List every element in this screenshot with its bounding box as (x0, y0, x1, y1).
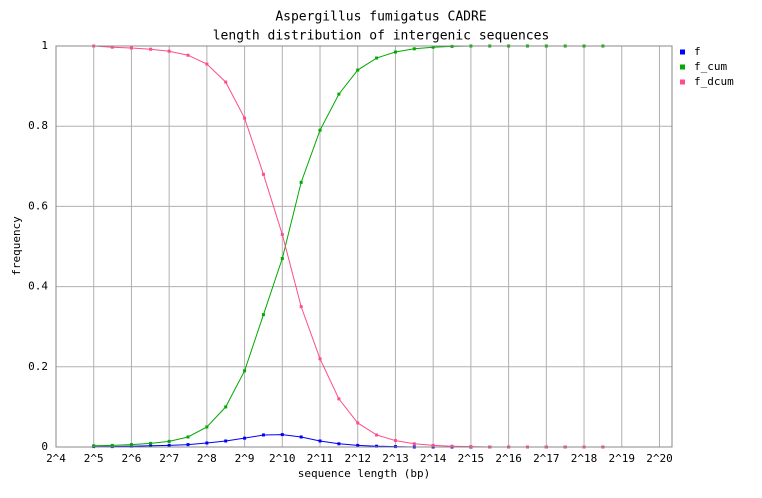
legend-marker (680, 49, 685, 55)
x-tick-label: 2^14 (420, 452, 447, 465)
data-point (356, 443, 360, 447)
data-point (299, 305, 303, 309)
data-point (261, 313, 265, 317)
x-tick-label: 2^11 (307, 452, 334, 465)
data-point (299, 180, 303, 184)
data-point (167, 49, 171, 53)
data-point (318, 439, 322, 443)
data-point (337, 442, 341, 446)
plot-frame (55, 45, 673, 448)
legend-marker (680, 79, 685, 85)
data-point (261, 433, 265, 437)
data-point (431, 45, 435, 49)
x-tick-label: 2^4 (46, 452, 66, 465)
data-point (149, 47, 153, 51)
data-point (205, 62, 209, 66)
x-tick-label: 2^20 (646, 452, 673, 465)
data-point (299, 435, 303, 439)
data-point (129, 444, 133, 448)
data-point (450, 444, 454, 448)
chart-title: Aspergillus fumigatus CADRE (275, 10, 486, 25)
data-point (110, 45, 114, 49)
data-point (186, 443, 190, 447)
x-tick-label: 2^16 (495, 452, 522, 465)
x-tick-label: 2^7 (159, 452, 179, 465)
data-point (224, 439, 228, 443)
data-point (92, 444, 96, 448)
data-point (375, 56, 379, 60)
data-point (393, 439, 397, 443)
data-point (186, 435, 190, 439)
data-point (186, 53, 190, 57)
x-tick-label: 2^13 (382, 452, 409, 465)
chart-subtitle: length distribution of intergenic sequen… (213, 29, 550, 44)
data-point (149, 444, 153, 448)
data-point (280, 232, 284, 236)
y-tick-label: 0.6 (28, 199, 48, 212)
y-axis-label: frequency (10, 216, 23, 276)
data-point (280, 433, 284, 437)
x-tick-label: 2^15 (458, 452, 485, 465)
data-point (129, 443, 133, 447)
data-point (393, 50, 397, 54)
data-point (243, 369, 247, 373)
legend-label: f_dcum (694, 75, 734, 88)
data-point (318, 357, 322, 361)
y-tick-label: 0 (41, 440, 48, 453)
data-point (337, 397, 341, 401)
data-point (356, 68, 360, 72)
y-tick-label: 0.2 (28, 360, 48, 373)
data-point (375, 444, 379, 448)
data-point (129, 46, 133, 50)
legend: f f_cum f_dcum (680, 45, 734, 88)
data-point (412, 442, 416, 446)
data-point (243, 436, 247, 440)
x-tick-label: 2^17 (533, 452, 560, 465)
data-point (318, 128, 322, 132)
x-tick-label: 2^5 (84, 452, 104, 465)
y-tick-label: 1 (41, 39, 48, 52)
x-axis-label: sequence length (bp) (298, 467, 430, 480)
data-point (375, 433, 379, 437)
data-point (412, 47, 416, 51)
legend-label: f (694, 45, 701, 58)
x-tick-label: 2^6 (121, 452, 141, 465)
x-tick-label: 2^12 (344, 452, 371, 465)
data-point (431, 443, 435, 447)
data-point (167, 439, 171, 443)
data-point (224, 80, 228, 84)
data-point (224, 405, 228, 409)
data-point (261, 172, 265, 176)
legend-label: f_cum (694, 60, 727, 73)
data-point (167, 443, 171, 447)
data-point (205, 441, 209, 445)
data-point (280, 257, 284, 261)
x-tick-label: 2^19 (609, 452, 636, 465)
data-point (243, 116, 247, 120)
x-tick-label: 2^9 (235, 452, 255, 465)
x-tick-label: 2^18 (571, 452, 598, 465)
data-point (149, 441, 153, 445)
data-point (356, 421, 360, 425)
y-tick-label: 0.4 (28, 280, 48, 293)
data-point (205, 425, 209, 429)
data-point (110, 443, 114, 447)
data-point (337, 92, 341, 96)
x-tick-label: 2^8 (197, 452, 217, 465)
x-tick-label: 2^10 (269, 452, 296, 465)
legend-marker (680, 64, 685, 70)
y-tick-label: 0.8 (28, 119, 48, 132)
